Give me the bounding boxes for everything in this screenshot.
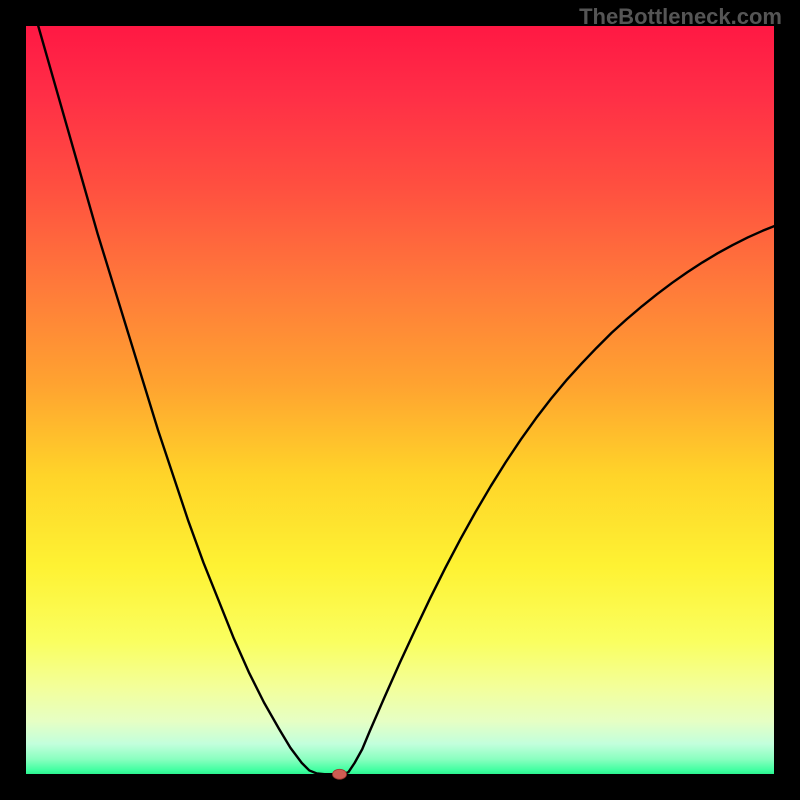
- optimal-marker: [333, 769, 347, 779]
- watermark-text: TheBottleneck.com: [579, 4, 782, 30]
- chart-svg: [0, 0, 800, 800]
- chart-container: TheBottleneck.com: [0, 0, 800, 800]
